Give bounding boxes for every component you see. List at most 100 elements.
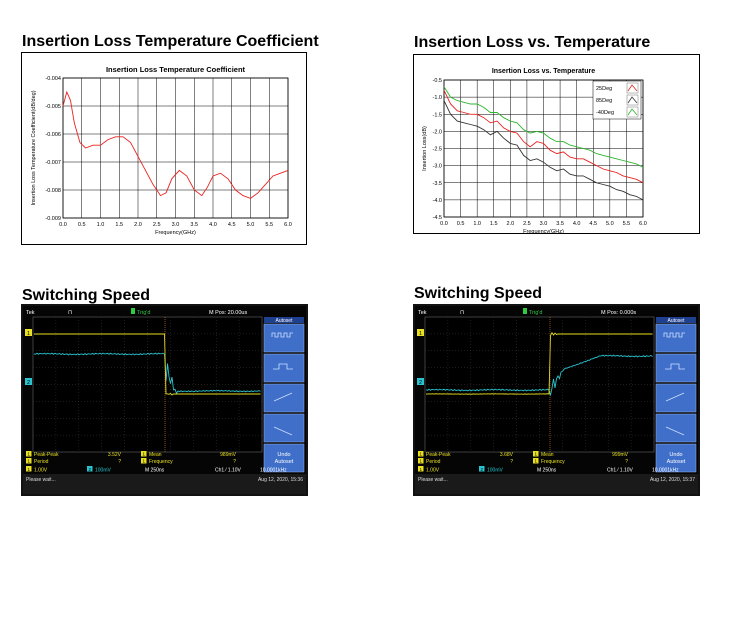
ch2-marker-box [25,378,32,385]
series-line-25deg [443,90,644,184]
autoset-menu-header [264,317,304,323]
coef-chart: Insertion Loss Temperature Coefficient 0.… [31,65,292,236]
y-tick-label: -4.5 [433,215,442,221]
status-ch2-badge [87,466,93,472]
legend-swatch [626,106,639,118]
chart-title: Insertion Loss vs. Temperature [492,68,595,75]
x-tick-label: 0.0 [59,222,67,228]
undo-autoset-label: Undo [669,452,682,458]
meas-channel-badge [26,458,32,464]
status-ch2-num: 2 [89,467,92,472]
x-tick-label: 0.5 [457,221,465,227]
meas-channel-badge [533,451,539,457]
meas-name: Mean [541,452,554,458]
scope-mpos: M Pos: 0.000s [601,310,636,316]
meas-name: Mean [149,452,162,458]
autoset-option-button[interactable] [263,353,305,383]
y-tick-label: -1.5 [433,112,442,118]
undo-autoset-label: Autoset [275,459,294,465]
x-tick-label: 0.0 [440,221,448,227]
y-tick-label: -0.5 [433,78,442,84]
y-tick-label: -1.0 [433,95,442,101]
legend-swatch-line [627,96,638,104]
scope-run-mark: ⊓ [68,310,73,316]
x-tick-label: 2.0 [507,221,515,227]
chart-title: Insertion Loss Temperature Coefficient [106,65,246,74]
meas-value: ? [233,459,236,465]
scope-mpos: M Pos: 20.00us [209,310,247,316]
y-tick-label: -0.005 [45,104,61,110]
ch2-marker-box [417,378,424,385]
status-ch2-num: 2 [481,467,484,472]
meas-channel: 1 [534,459,537,464]
meas-channel: 1 [419,452,422,457]
x-tick-label: 3.5 [190,222,198,228]
autoset-option-button[interactable] [263,413,305,443]
heading-coef: Insertion Loss Temperature Coefficient [22,33,319,50]
meas-channel: 1 [142,452,145,457]
status-trigger: Ch1 ⁄ 1.10V [607,468,634,474]
legend-swatch-line [627,84,638,92]
status-frequency: 10.0001kHz [652,468,679,474]
y-tick-label: -0.004 [45,76,61,82]
ch1-waveform [425,331,653,395]
autoset-menu-title: Autoset [668,318,686,324]
heading-temp: Insertion Loss vs. Temperature [414,34,651,51]
scope-footer [415,474,698,494]
x-tick-label: 1.5 [490,221,498,227]
scope-display-1: Tek ⊓ Trig'd M Pos: 20.00usAutosetUndoAutos… [23,306,306,494]
y-tick-label: -2.0 [433,129,442,135]
autoset-option-button[interactable] [263,323,305,353]
meas-channel-badge [418,458,424,464]
meas-value: 989mV [220,452,237,458]
ch1-waveform [34,333,261,396]
heading-switching-2: Switching Speed [414,285,543,302]
x-tick-label: 4.5 [228,222,236,228]
y-axis-label: Insertion Loss Temperature Coefficient(d… [31,90,37,205]
scope-footer-date: Aug 12, 2020, 15:36 [258,477,303,483]
autoset-option-button[interactable] [263,383,305,413]
meas-name: Period [426,459,441,465]
x-tick-label: 5.5 [623,221,631,227]
x-tick-label: 5.5 [265,222,273,228]
legend-label: 25Deg [596,86,612,92]
autoset-option-button[interactable] [655,353,697,383]
y-tick-label: -0.009 [45,216,61,222]
x-tick-label: 4.0 [209,222,217,228]
y-tick-label: -0.008 [45,188,61,194]
meas-channel: 1 [27,452,30,457]
scope-screenshot-1: Tek ⊓ Trig'd M Pos: 20.00us Autoset Undo Autos… [21,304,308,496]
trig-indicator [523,308,527,314]
meas-name: Peak-Peak [34,452,59,458]
meas-channel-badge [418,451,424,457]
autoset-option-button[interactable] [655,323,697,353]
ch1-marker-box [417,329,424,336]
meas-value: ? [118,459,121,465]
meas-name: Frequency [541,459,565,465]
autoset-option-button[interactable] [655,383,697,413]
ch2-waveform [33,352,261,395]
meas-name: Peak-Peak [426,452,451,458]
meas-value: 999mV [612,452,629,458]
legend-swatch-line [627,108,638,116]
undo-autoset-button[interactable] [655,443,697,473]
waveform-option-icon [665,426,685,436]
coef-chart-frame: Insertion Loss Temperature Coefficient 0.… [21,52,307,245]
meas-name: Frequency [149,459,173,465]
status-ch1-scale: 1.00V [426,468,440,474]
status-frequency: 10.0001kHz [260,468,287,474]
scope-footer-message: Please wait... [26,477,56,483]
status-ch1-badge [418,466,424,472]
series-line-coef [62,90,289,199]
x-axis-label: Frequency(GHz) [155,230,196,236]
legend-swatch [626,82,639,94]
series-line-85deg [443,100,644,201]
undo-autoset-button[interactable] [263,443,305,473]
meas-value: 3.68V [500,452,514,458]
status-timebase: M 250ns [537,468,557,474]
autoset-option-button[interactable] [655,413,697,443]
x-tick-label: 2.5 [153,222,161,228]
waveform-option-icon [273,363,293,370]
status-ch1-badge [26,466,32,472]
ch1-marker: 1 [27,331,30,337]
